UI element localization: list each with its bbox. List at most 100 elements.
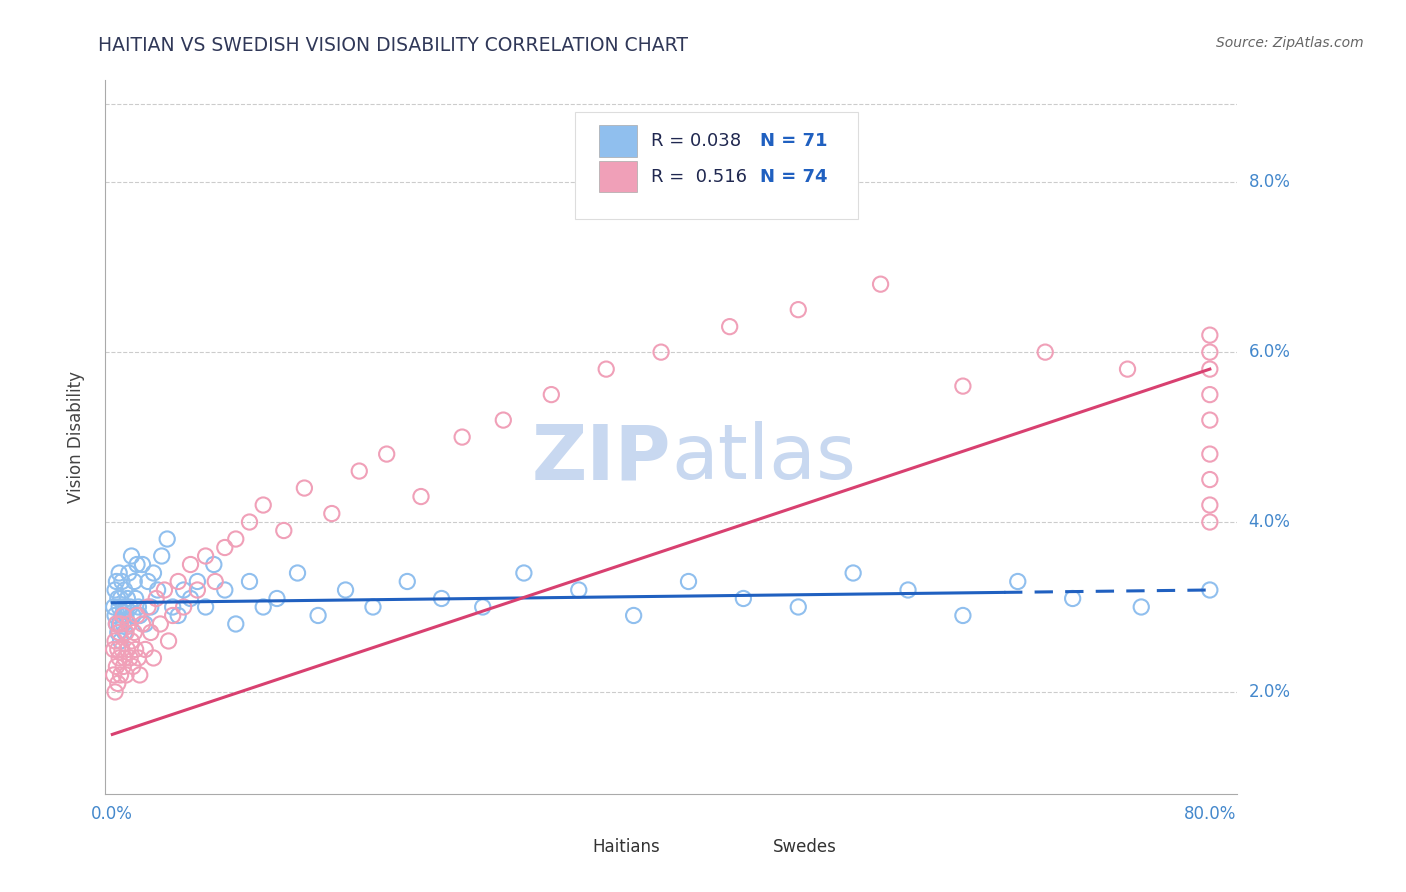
Point: [1198, 498, 1220, 512]
FancyBboxPatch shape: [533, 837, 583, 858]
Point: [112, 608, 135, 623]
Point: [202, 558, 225, 572]
Point: [1198, 473, 1220, 487]
Point: [107, 625, 129, 640]
Point: [568, 582, 591, 597]
Point: [104, 634, 127, 648]
Point: [111, 608, 134, 623]
Point: [150, 549, 173, 563]
Point: [110, 591, 132, 606]
FancyBboxPatch shape: [575, 112, 858, 219]
Text: R =  0.516: R = 0.516: [651, 168, 747, 186]
Point: [108, 625, 131, 640]
Point: [114, 651, 136, 665]
Point: [287, 566, 309, 580]
Point: [194, 549, 217, 563]
Point: [142, 651, 165, 665]
Point: [173, 582, 195, 597]
Point: [105, 574, 128, 589]
Point: [103, 642, 125, 657]
Text: 6.0%: 6.0%: [1249, 343, 1291, 361]
Point: [842, 566, 865, 580]
Y-axis label: Vision Disability: Vision Disability: [66, 371, 84, 503]
Point: [273, 524, 295, 538]
Point: [121, 634, 143, 648]
Point: [179, 558, 201, 572]
Point: [952, 608, 974, 623]
Point: [104, 608, 127, 623]
Point: [204, 574, 226, 589]
Text: Source: ZipAtlas.com: Source: ZipAtlas.com: [1216, 36, 1364, 50]
Text: Swedes: Swedes: [773, 838, 837, 856]
Point: [125, 558, 148, 572]
Point: [110, 668, 132, 682]
Point: [110, 617, 132, 632]
Point: [349, 464, 371, 478]
Point: [127, 651, 149, 665]
Point: [252, 599, 274, 614]
Point: [492, 413, 515, 427]
Point: [122, 625, 145, 640]
Point: [162, 599, 184, 614]
Point: [114, 582, 136, 597]
Point: [112, 617, 135, 632]
Point: [238, 515, 260, 529]
Point: [124, 591, 146, 606]
Point: [122, 574, 145, 589]
Point: [225, 617, 247, 632]
Point: [124, 642, 146, 657]
Point: [361, 599, 384, 614]
Point: [1033, 345, 1056, 359]
Point: [194, 599, 217, 614]
Point: [540, 387, 562, 401]
Point: [225, 532, 247, 546]
Point: [118, 617, 141, 632]
Point: [214, 582, 236, 597]
Point: [952, 379, 974, 393]
Point: [117, 642, 139, 657]
Point: [107, 591, 129, 606]
Point: [118, 566, 141, 580]
Point: [513, 566, 536, 580]
Point: [103, 668, 125, 682]
Point: [1198, 345, 1220, 359]
Point: [121, 549, 143, 563]
Point: [115, 599, 138, 614]
Text: 8.0%: 8.0%: [1249, 173, 1291, 191]
Point: [157, 634, 180, 648]
Point: [595, 362, 617, 376]
Point: [1062, 591, 1084, 606]
Point: [335, 582, 357, 597]
Point: [104, 582, 127, 597]
Text: atlas: atlas: [672, 422, 856, 495]
Point: [115, 668, 138, 682]
Point: [108, 566, 131, 580]
Point: [1198, 362, 1220, 376]
Point: [110, 634, 132, 648]
Point: [115, 625, 138, 640]
Point: [120, 651, 142, 665]
Text: 80.0%: 80.0%: [1184, 805, 1236, 823]
Point: [1007, 574, 1029, 589]
Point: [125, 608, 148, 623]
Text: N = 74: N = 74: [759, 168, 827, 186]
Point: [409, 490, 432, 504]
Point: [128, 668, 150, 682]
Point: [107, 676, 129, 690]
Point: [142, 566, 165, 580]
Text: 4.0%: 4.0%: [1249, 513, 1291, 531]
Point: [112, 599, 135, 614]
Point: [115, 608, 138, 623]
Point: [897, 582, 920, 597]
Point: [1198, 328, 1220, 343]
Point: [238, 574, 260, 589]
Point: [153, 582, 176, 597]
Point: [1198, 413, 1220, 427]
Point: [430, 591, 453, 606]
Text: 2.0%: 2.0%: [1249, 683, 1291, 701]
Point: [1116, 362, 1139, 376]
Point: [451, 430, 474, 444]
Point: [787, 599, 810, 614]
Point: [103, 599, 125, 614]
Point: [139, 599, 162, 614]
